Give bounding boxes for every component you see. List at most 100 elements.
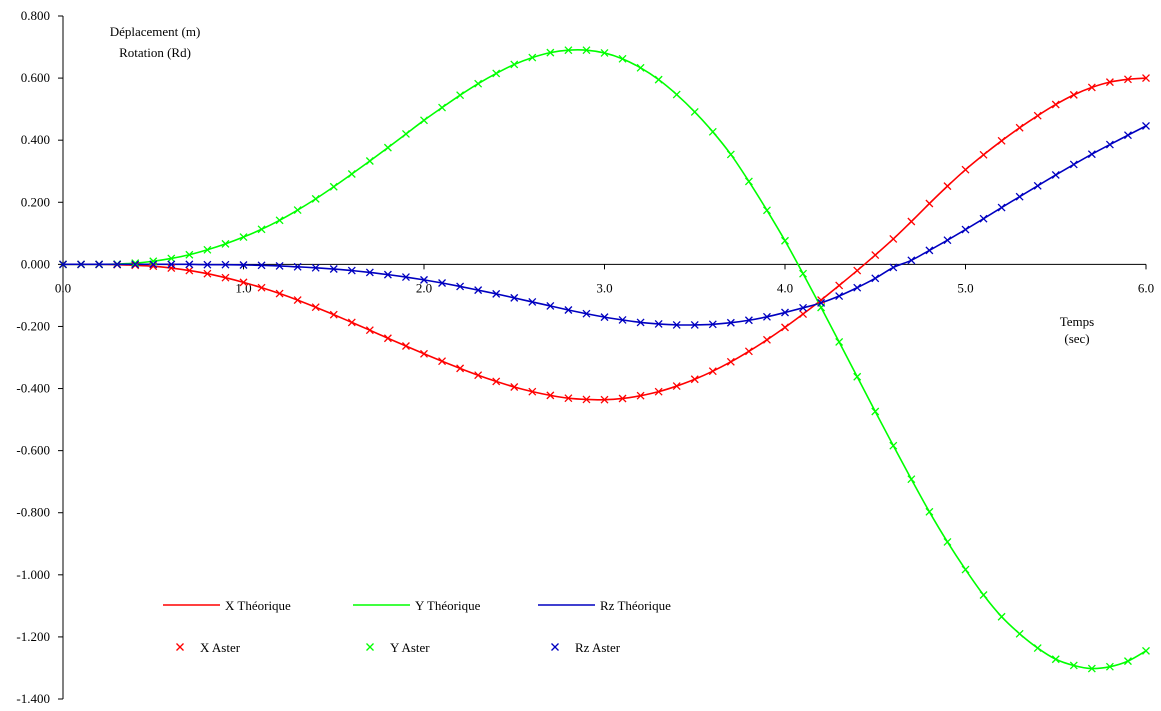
data-point-y-aster — [474, 79, 483, 88]
data-point-y-aster — [654, 75, 663, 84]
data-point-x-aster — [654, 387, 663, 396]
plot-area — [59, 46, 1150, 673]
data-point-y-aster — [510, 60, 519, 69]
data-point-y-aster — [708, 127, 717, 136]
data-point-rz-aster — [1123, 131, 1132, 140]
data-point-y-aster — [456, 91, 465, 100]
x-tick-label: 6.0 — [1138, 280, 1154, 295]
data-point-y-aster — [528, 53, 537, 62]
legend-label: Rz Aster — [575, 640, 621, 655]
data-point-x-aster — [221, 273, 230, 282]
data-point-rz-aster — [762, 312, 771, 321]
legend-label: Y Théorique — [415, 598, 481, 613]
data-point-rz-aster — [564, 306, 573, 314]
data-point-y-aster — [365, 157, 374, 165]
data-point-y-aster — [744, 177, 753, 186]
data-point-y-aster — [1033, 644, 1042, 653]
x-axis-title-line-2: (sec) — [1064, 331, 1089, 346]
data-point-y-aster — [564, 46, 573, 55]
data-point-x-aster — [907, 217, 916, 226]
data-point-x-aster — [203, 269, 212, 278]
y-tick-label: 0.400 — [21, 132, 50, 147]
data-point-x-aster — [979, 150, 988, 159]
data-point-rz-aster — [401, 273, 410, 282]
data-point-x-aster — [185, 266, 194, 275]
x-tick-label: 0.0 — [55, 280, 71, 295]
y-tick-label: -0.400 — [16, 381, 50, 396]
data-point-rz-aster — [1105, 140, 1114, 149]
data-point-rz-aster — [329, 265, 338, 273]
data-point-y-aster — [762, 206, 771, 215]
data-point-x-aster — [131, 261, 140, 270]
data-point-x-aster — [1087, 83, 1096, 92]
data-point-y-aster — [889, 441, 898, 450]
data-point-x-aster — [762, 335, 771, 344]
data-point-x-aster — [311, 303, 320, 312]
data-point-x-aster — [239, 278, 248, 287]
data-point-y-aster — [690, 107, 699, 116]
legend-item-marker: Y Aster — [366, 640, 430, 655]
data-point-y-aster — [257, 225, 266, 234]
data-point-x-aster — [293, 296, 302, 305]
series-line-x-th-orique — [62, 77, 1147, 401]
data-point-y-aster — [853, 372, 862, 381]
series-markers-rz-aster — [59, 121, 1150, 329]
data-point-rz-aster — [221, 260, 230, 269]
data-point-rz-aster — [59, 260, 67, 269]
data-point-rz-aster — [744, 316, 753, 325]
data-point-y-aster — [600, 48, 609, 57]
data-point-rz-aster — [77, 260, 86, 269]
data-point-x-aster — [690, 375, 699, 384]
data-point-y-aster — [203, 245, 212, 254]
data-point-x-aster — [1142, 74, 1150, 83]
data-point-x-aster — [943, 182, 952, 191]
data-point-y-aster — [925, 507, 934, 516]
data-point-y-aster — [131, 259, 140, 268]
x-tick-label: 2.0 — [416, 280, 432, 295]
data-point-rz-aster — [149, 260, 158, 269]
y-tick-label: -1.200 — [16, 629, 50, 644]
data-point-y-aster — [961, 565, 970, 574]
data-point-rz-aster — [582, 309, 591, 318]
legend-item-line: Rz Théorique — [538, 598, 671, 613]
data-point-rz-aster — [510, 293, 519, 302]
data-point-x-aster — [383, 334, 392, 343]
data-point-rz-aster — [708, 320, 717, 329]
data-point-rz-aster — [997, 203, 1006, 212]
y-tick-label: -0.800 — [16, 505, 50, 520]
data-point-x-aster — [257, 283, 266, 292]
data-point-rz-aster — [618, 315, 627, 324]
data-point-y-aster — [1015, 629, 1024, 638]
data-point-x-aster — [1051, 100, 1060, 109]
data-point-y-aster — [347, 170, 356, 178]
data-point-x-aster — [726, 357, 735, 366]
data-point-x-aster — [438, 357, 447, 366]
data-point-rz-aster — [925, 246, 934, 255]
data-point-rz-aster — [420, 275, 428, 284]
data-point-y-aster — [438, 103, 447, 112]
data-point-rz-aster — [672, 320, 681, 329]
y-axis-title-line-1: Déplacement (m) — [110, 24, 201, 39]
data-point-rz-aster — [275, 261, 284, 270]
data-point-rz-aster — [311, 263, 320, 272]
legend-label: Rz Théorique — [600, 598, 671, 613]
data-point-rz-aster — [257, 261, 266, 270]
legend-item-marker: Rz Aster — [551, 640, 621, 655]
data-point-y-aster — [979, 591, 988, 599]
data-point-rz-aster — [1033, 181, 1042, 190]
data-point-x-aster — [600, 395, 609, 404]
data-point-y-aster — [636, 63, 645, 72]
data-point-rz-aster — [654, 320, 663, 328]
data-point-y-aster — [1105, 662, 1114, 671]
data-point-rz-aster — [239, 261, 248, 269]
x-tick-label: 5.0 — [957, 280, 973, 295]
data-point-x-aster — [167, 264, 176, 273]
data-point-rz-aster — [365, 268, 374, 277]
data-point-rz-aster — [636, 318, 645, 327]
data-point-x-aster — [365, 326, 374, 335]
y-tick-label: 0.800 — [21, 8, 50, 23]
legend: X Théorique Y Théorique Rz Théorique X Aste… — [163, 598, 671, 655]
legend-marker-swatch — [551, 643, 559, 651]
y-tick-label: -1.000 — [16, 567, 50, 582]
data-point-y-aster — [401, 130, 410, 138]
